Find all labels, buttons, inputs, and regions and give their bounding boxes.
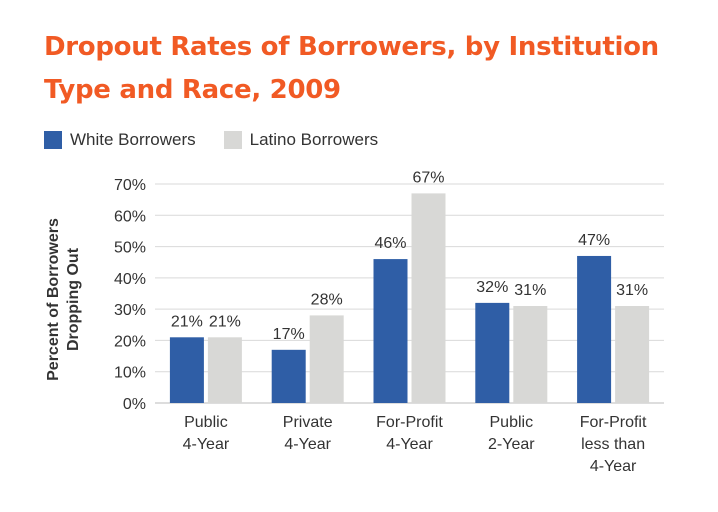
y-tick-label: 10% [114,365,146,382]
x-tick-label: Public 2-Year [488,414,535,453]
data-label: 21% [209,313,241,330]
x-tick-label-line: Private [283,414,333,431]
x-tick-label-line: 4-Year [386,436,433,453]
data-label: 67% [412,169,444,186]
y-tick-label: 40% [114,271,146,288]
legend-item-latino: Latino Borrowers [223,130,379,150]
data-label: 17% [273,326,305,343]
x-tick-label: Public 4-Year [183,414,230,453]
data-label: 31% [616,282,648,299]
x-tick-label-line: 4-Year [590,458,637,475]
x-tick-label-line: 4-Year [284,436,331,453]
x-tick-label-line: 4-Year [183,436,230,453]
x-tick-label: Private 4-Year [283,414,333,453]
data-label: 32% [476,279,508,296]
x-tick-label-line: Public [184,414,228,431]
x-tick-label-line: 2-Year [488,436,535,453]
x-tick-label: For-Profit less than 4-Year [580,414,647,475]
x-tick-label-line: Public [490,414,534,431]
legend-label-white: White Borrowers [70,130,196,149]
y-tick-label: 60% [114,208,146,225]
bar-white-borrowers [373,259,408,403]
chart-title: Dropout Rates of Borrowers, by Instituti… [44,32,659,105]
x-tick-label-line: For-Profit [580,414,647,431]
data-label: 28% [311,291,343,308]
y-axis-title: Percent of Borrowers Dropping Out [45,218,82,381]
bar-latino-borrowers [411,193,446,403]
bar-white-borrowers [169,337,204,403]
bar-latino-borrowers [513,306,548,403]
y-tick-label: 70% [114,177,146,194]
legend-item-white: White Borrowers [44,130,196,150]
data-label: 31% [514,282,546,299]
data-label: 46% [374,235,406,252]
legend-swatch-white [44,131,62,149]
y-tick-label: 50% [114,240,146,257]
legend-swatch-latino [223,131,242,149]
data-label: 21% [171,313,203,330]
bar-latino-borrowers [207,337,242,403]
bar-latino-borrowers [615,306,650,403]
bar-white-borrowers [577,255,612,403]
legend-label-latino: Latino Borrowers [249,130,379,149]
x-tick-label: For-Profit 4-Year [376,414,443,453]
x-tick-label-line: less than [581,436,645,453]
data-label: 47% [578,232,610,249]
bar-latino-borrowers [309,315,344,403]
y-tick-label: 30% [114,302,146,319]
x-tick-label-line: For-Profit [376,414,443,431]
y-axis-title-line: Dropping Out [65,247,82,351]
y-axis-title-line: Percent of Borrowers [45,218,62,381]
y-tick-label: 20% [114,333,146,350]
bar-white-borrowers [271,349,306,403]
legend: White Borrowers Latino Borrowers [44,128,406,152]
y-tick-label: 0% [123,396,146,413]
bar-white-borrowers [475,302,510,403]
